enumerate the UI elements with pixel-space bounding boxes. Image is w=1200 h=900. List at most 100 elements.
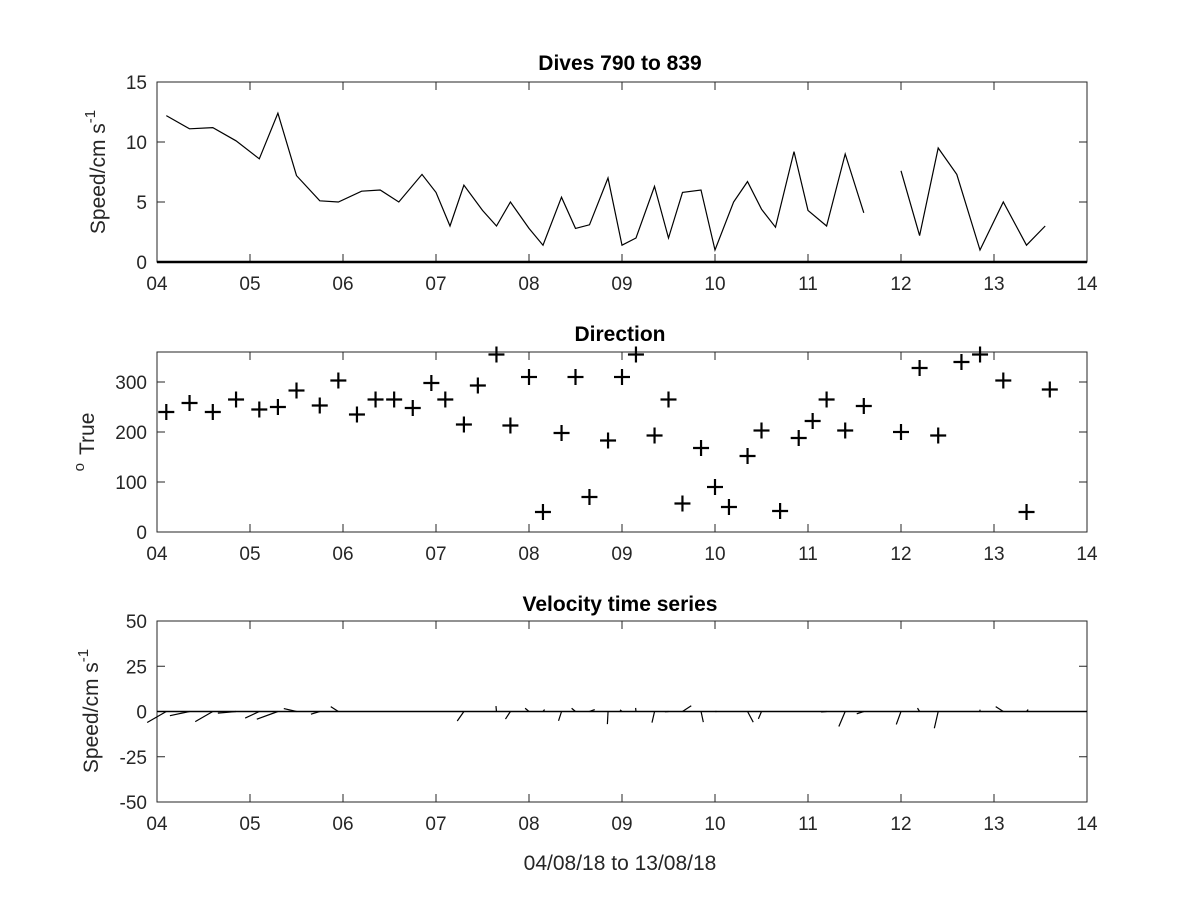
direction-marker xyxy=(181,395,198,411)
direction-marker xyxy=(158,404,175,420)
direction-x-tick-label: 08 xyxy=(518,544,539,565)
speed-x-ticks: 04 05 06 07 08 09 10 11 12 13 14 xyxy=(146,82,1098,295)
direction-markers xyxy=(158,346,1058,520)
direction-x-ticks: 04 05 06 07 08 09 10 11 12 13 14 xyxy=(146,352,1098,565)
velocity-stick xyxy=(682,705,692,713)
direction-y-label: o True xyxy=(71,413,99,472)
speed-y-tick-label: 0 xyxy=(136,253,147,274)
direction-marker xyxy=(469,377,486,394)
velocity-y-tick-label: 25 xyxy=(126,657,147,678)
velocity-stick xyxy=(757,711,763,720)
direction-panel: Direction 04 05 06 07 08 09 10 11 12 13 14 0 100 200… xyxy=(71,323,1098,565)
direction-marker xyxy=(674,495,691,512)
velocity-stick xyxy=(330,706,339,713)
velocity-y-label-base: Speed/cm s xyxy=(80,662,103,773)
direction-marker xyxy=(288,382,305,399)
direction-marker xyxy=(911,360,928,376)
speed-x-tick-label: 07 xyxy=(425,274,446,295)
direction-marker xyxy=(893,424,909,440)
speed-y-label-base: Speed/cm s xyxy=(87,123,110,234)
direction-x-tick-label: 14 xyxy=(1076,544,1098,565)
direction-marker xyxy=(953,354,970,370)
velocity-y-label: Speed/cm s-1 xyxy=(75,649,103,773)
direction-x-tick-label: 11 xyxy=(798,544,818,565)
direction-y-label-superscript: o xyxy=(71,463,88,471)
velocity-x-tick-label: 13 xyxy=(983,814,1004,835)
velocity-stick xyxy=(700,711,704,723)
speed-x-tick-label: 09 xyxy=(611,274,632,295)
velocity-stick xyxy=(651,711,656,723)
direction-marker xyxy=(739,448,756,464)
velocity-stick xyxy=(504,711,511,720)
speed-x-tick-label: 11 xyxy=(798,274,818,295)
direction-marker xyxy=(753,422,770,439)
velocity-stick xyxy=(747,711,754,723)
direction-marker xyxy=(553,425,570,441)
velocity-panel-title: Velocity time series xyxy=(523,593,718,616)
velocity-x-label: 04/08/18 to 13/08/18 xyxy=(524,852,717,875)
velocity-stick xyxy=(244,710,260,719)
direction-marker xyxy=(995,372,1012,389)
velocity-stick xyxy=(456,711,465,722)
speed-x-tick-label: 12 xyxy=(890,274,911,295)
direction-marker xyxy=(772,503,789,519)
speed-x-tick-label: 14 xyxy=(1076,274,1098,295)
speed-x-tick-label: 13 xyxy=(983,274,1004,295)
direction-marker xyxy=(693,440,710,456)
direction-marker xyxy=(930,427,947,444)
direction-marker xyxy=(423,375,440,391)
velocity-x-tick-label: 09 xyxy=(611,814,632,835)
direction-marker xyxy=(614,369,630,385)
direction-marker xyxy=(348,406,365,423)
direction-y-tick-label: 0 xyxy=(136,523,147,544)
speed-y-label-superscript: -1 xyxy=(82,110,99,123)
direction-marker xyxy=(804,413,821,429)
velocity-stick xyxy=(557,711,563,721)
direction-marker xyxy=(790,430,807,446)
velocity-stick xyxy=(606,711,609,725)
velocity-y-label-superscript: -1 xyxy=(75,649,92,662)
direction-marker xyxy=(251,401,268,418)
speed-y-tick-label: 10 xyxy=(126,133,147,154)
speed-panel: Dives 790 to 839 04 05 06 07 08 09 10 11 12 13 14 … xyxy=(82,52,1098,295)
direction-marker xyxy=(720,499,737,515)
velocity-sticks xyxy=(146,705,1087,729)
velocity-x-tick-label: 08 xyxy=(518,814,539,835)
velocity-y-tick-label: 50 xyxy=(126,612,147,633)
direction-y-tick-label: 100 xyxy=(115,473,147,494)
velocity-x-tick-label: 11 xyxy=(798,814,818,835)
velocity-y-tick-label: -50 xyxy=(120,793,147,814)
velocity-stick xyxy=(995,706,1004,713)
direction-marker xyxy=(600,432,617,449)
direction-marker xyxy=(488,346,505,363)
direction-marker xyxy=(567,369,584,385)
speed-y-tick-label: 5 xyxy=(136,193,147,214)
speed-y-label: Speed/cm s-1 xyxy=(82,110,110,234)
velocity-stick xyxy=(895,711,902,725)
direction-marker xyxy=(502,417,519,434)
speed-x-tick-label: 05 xyxy=(239,274,260,295)
velocity-x-tick-label: 05 xyxy=(239,814,260,835)
velocity-y-tick-label: -25 xyxy=(120,748,147,769)
direction-y-label-base: True xyxy=(76,413,99,455)
direction-marker xyxy=(627,346,644,363)
direction-x-tick-label: 07 xyxy=(425,544,446,565)
direction-panel-title: Direction xyxy=(574,323,665,346)
speed-y-tick-label: 15 xyxy=(126,73,147,94)
velocity-x-tick-label: 14 xyxy=(1076,814,1098,835)
velocity-stick xyxy=(194,710,214,723)
speed-x-tick-label: 04 xyxy=(146,274,168,295)
speed-x-tick-label: 08 xyxy=(518,274,539,295)
direction-marker xyxy=(818,391,835,408)
direction-x-tick-label: 05 xyxy=(239,544,260,565)
speed-y-ticks: 0 5 10 15 xyxy=(126,73,1087,274)
direction-marker xyxy=(367,391,384,408)
direction-marker xyxy=(404,400,421,416)
velocity-stick xyxy=(146,710,167,724)
velocity-stick xyxy=(256,710,279,720)
velocity-x-ticks: 04 05 06 07 08 09 10 11 12 13 14 xyxy=(146,621,1098,835)
direction-y-tick-label: 300 xyxy=(115,373,147,394)
direction-x-tick-label: 12 xyxy=(890,544,911,565)
direction-marker xyxy=(311,397,328,414)
direction-marker xyxy=(437,391,454,408)
